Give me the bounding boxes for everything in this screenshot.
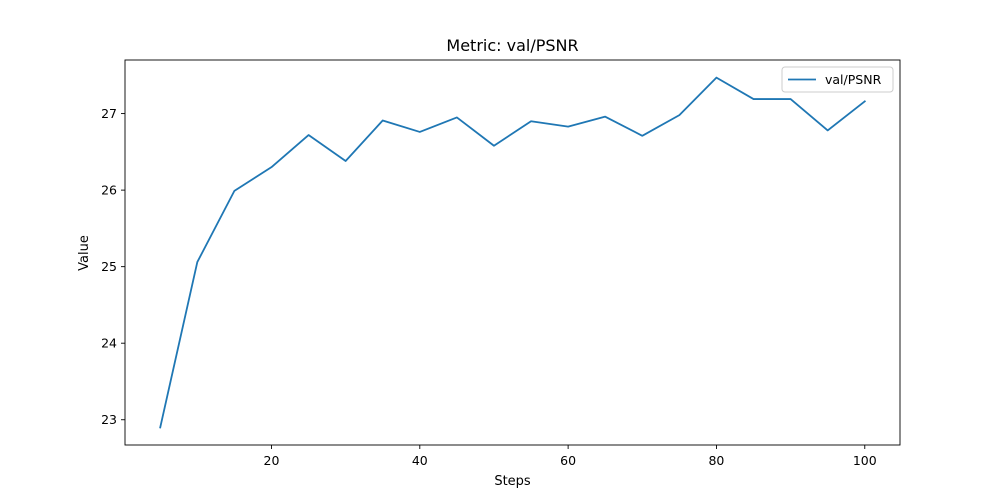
series-line [159,76,867,429]
x-axis-label: Steps [494,474,531,489]
y-tick-label: 23 [101,412,117,427]
y-tick-label: 24 [101,336,117,351]
x-tick-label: 60 [560,453,576,468]
y-axis-label: Value [77,235,92,271]
x-tick-label: 100 [853,453,877,468]
y-tick-label: 27 [101,106,117,121]
legend-box [781,66,894,93]
x-tick-label: 80 [708,453,724,468]
y-tick-label: 26 [101,183,117,198]
chart-title: Metric: val/PSNR [446,36,578,55]
y-tick-label: 25 [101,259,117,274]
axes-frame [124,59,901,446]
x-tick-label: 20 [264,453,280,468]
legend-label: val/PSNR [825,72,882,87]
x-tick-label: 40 [412,453,428,468]
plot-area: 20 40 60 80 100 23 24 25 26 27 val/PSNR [101,59,901,468]
